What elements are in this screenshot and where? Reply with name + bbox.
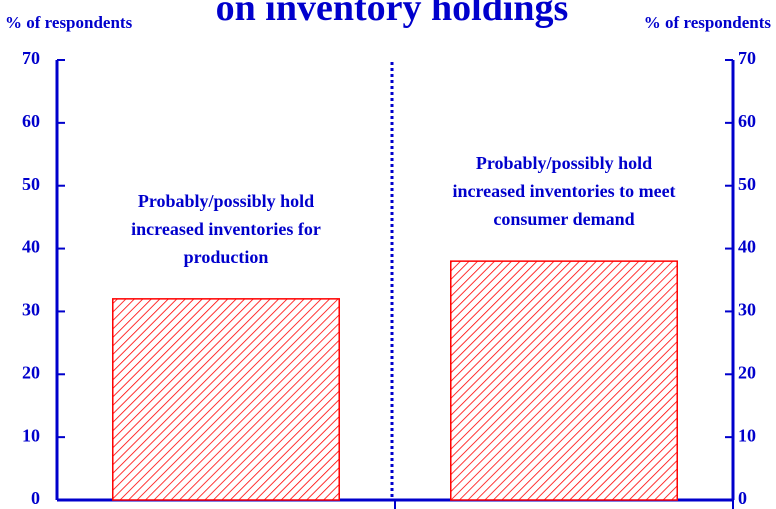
- y-tick-label: 60: [22, 111, 40, 131]
- category-label: Probably/possibly hold increased inventor…: [452, 153, 675, 229]
- y-tick-label: 30: [22, 300, 40, 320]
- y2-tick-label: 20: [738, 362, 756, 382]
- y2-tick-label: 0: [738, 488, 747, 508]
- y2-tick-label: 10: [738, 425, 756, 445]
- y2-tick-label: 60: [738, 111, 756, 131]
- bar: [450, 260, 678, 501]
- y-tick-label: 40: [22, 237, 40, 257]
- y-tick-label: 10: [22, 425, 40, 445]
- y2-axis-title: % of respondents: [644, 13, 772, 32]
- y-axis-title: % of respondents: [5, 13, 133, 32]
- y-tick-label: 0: [31, 488, 40, 508]
- y2-tick-label: 50: [738, 174, 756, 194]
- bar: [112, 298, 340, 501]
- y2-tick-label: 30: [738, 300, 756, 320]
- category-label: Probably/possibly hold increased inventor…: [131, 191, 321, 267]
- y2-tick-label: 40: [738, 237, 756, 257]
- y-tick-label: 20: [22, 362, 40, 382]
- y-tick-label: 50: [22, 174, 40, 194]
- y2-tick-label: 70: [738, 48, 756, 68]
- y-tick-label: 70: [22, 48, 40, 68]
- chart-title: on inventory holdings: [216, 0, 569, 29]
